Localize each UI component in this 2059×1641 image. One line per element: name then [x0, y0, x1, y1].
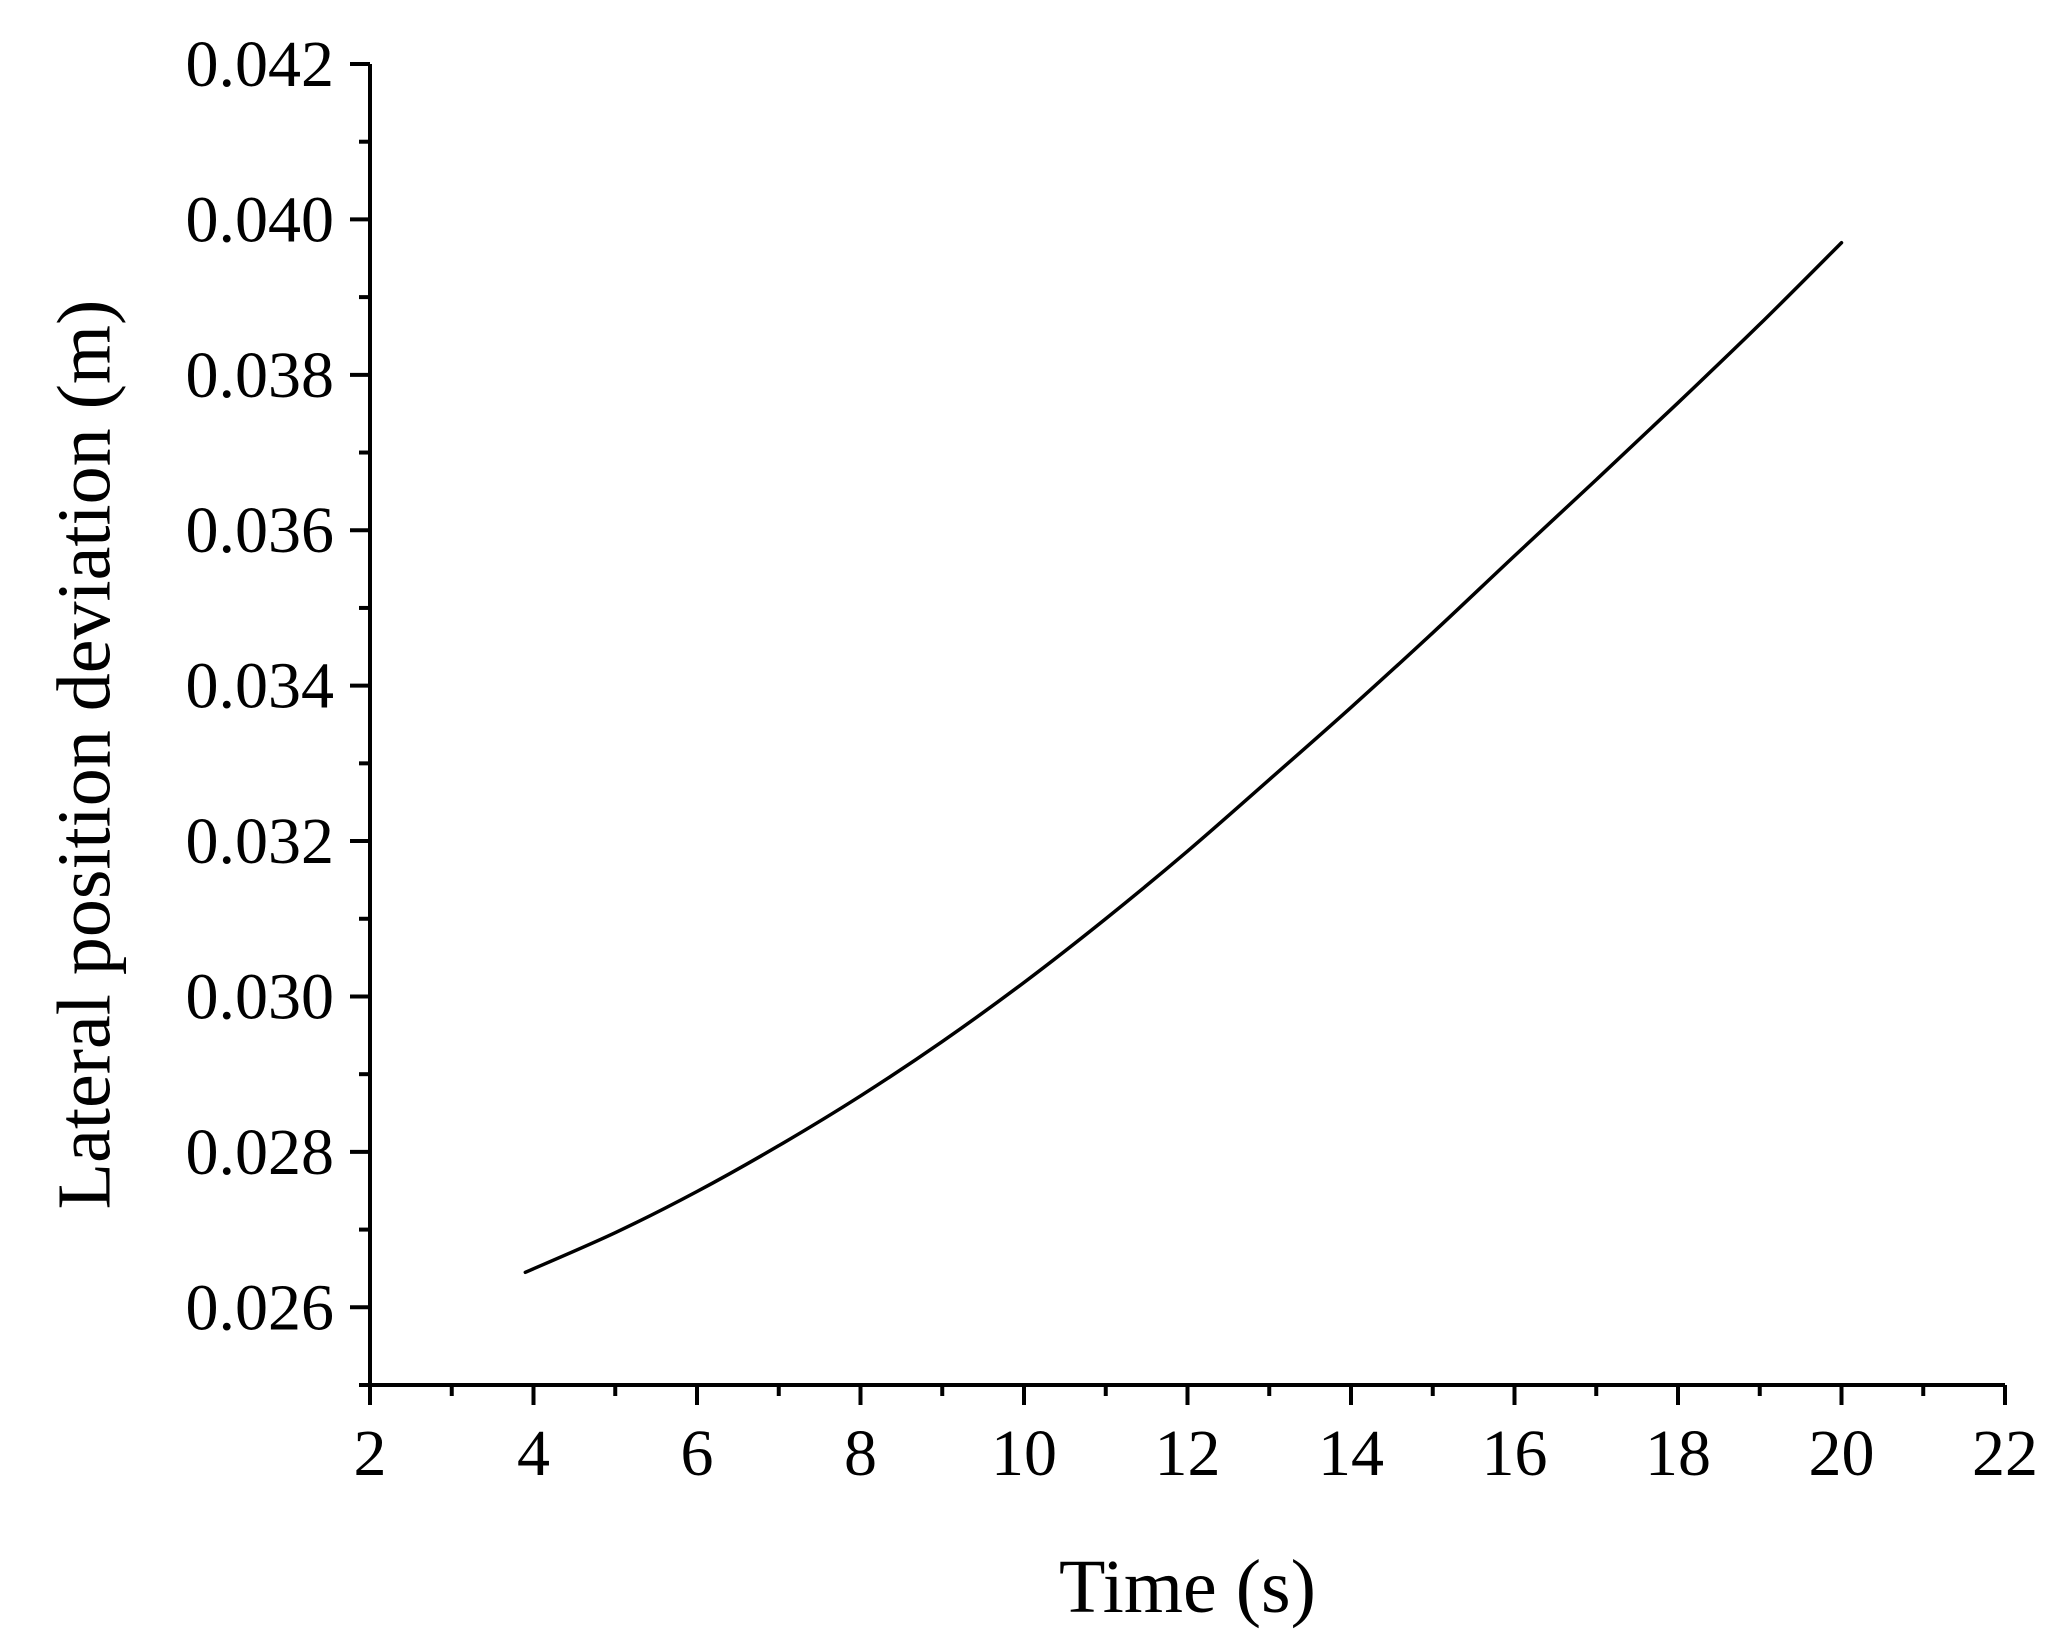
ticks	[350, 62, 2007, 1405]
y-tick-label: 0.042	[186, 28, 335, 101]
axes	[368, 64, 2005, 1387]
y-tick-label: 0.030	[186, 960, 335, 1033]
y-axis-title: Lateral position deviation (m)	[42, 300, 126, 1210]
y-tick-label: 0.034	[186, 650, 335, 723]
series-layer	[523, 240, 1844, 1275]
x-tick-label: 22	[1972, 1417, 2038, 1490]
x-tick-label: 6	[681, 1417, 714, 1490]
y-tick-label: 0.036	[186, 494, 335, 567]
x-tick-label: 4	[517, 1417, 550, 1490]
x-tick-label: 20	[1809, 1417, 1875, 1490]
x-tick-label: 10	[991, 1417, 1057, 1490]
tick-labels: 2 4 6 8 10 12 14 16 18 20 22 0.026 0.028 0.030 0.032 0.…	[186, 28, 2039, 1490]
y-tick-label: 0.040	[186, 183, 335, 256]
y-tick-label: 0.028	[186, 1116, 335, 1189]
y-tick-label: 0.026	[186, 1271, 335, 1344]
y-tick-label: 0.032	[186, 805, 335, 878]
x-tick-label: 8	[844, 1417, 877, 1490]
x-tick-label: 18	[1645, 1417, 1711, 1490]
x-axis-title: Time (s)	[1059, 1545, 1316, 1629]
x-tick-label: 14	[1318, 1417, 1384, 1490]
x-tick-label: 2	[354, 1417, 387, 1490]
x-tick-label: 16	[1482, 1417, 1548, 1490]
y-tick-label: 0.038	[186, 339, 335, 412]
series-line	[523, 240, 1844, 1275]
x-tick-label: 12	[1155, 1417, 1221, 1490]
